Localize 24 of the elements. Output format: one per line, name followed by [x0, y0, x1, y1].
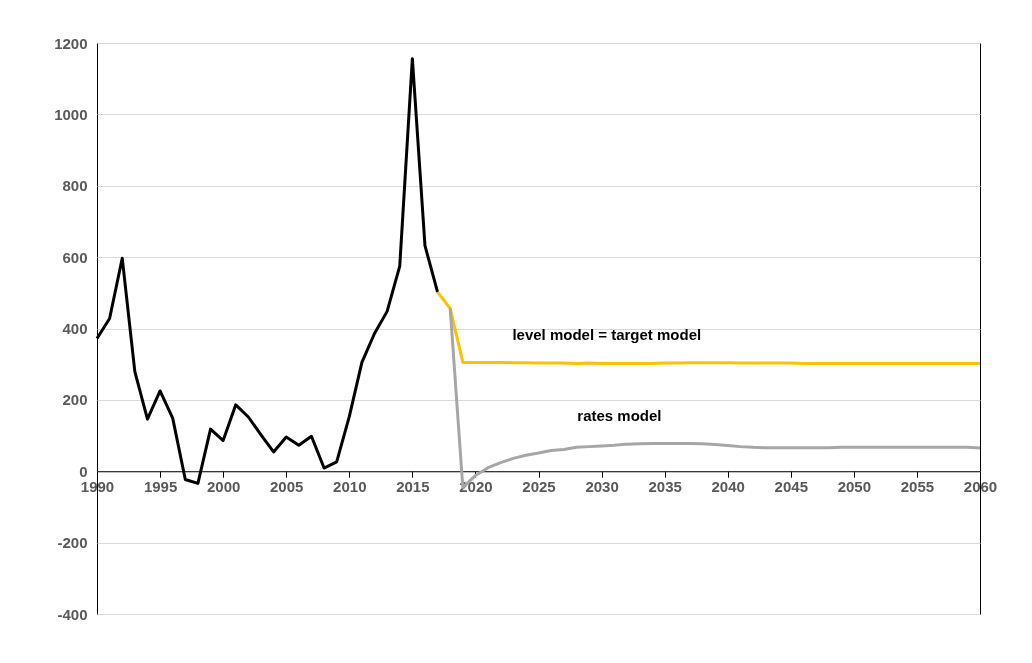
x-tick-label: 2050	[837, 477, 872, 495]
y-tick-label: 1000	[54, 105, 88, 123]
x-tick-label: 2045	[774, 477, 808, 495]
y-tick-label: 1200	[54, 34, 88, 52]
x-tick-label: 2025	[522, 477, 556, 495]
x-tick-label: 2035	[648, 477, 682, 495]
x-tick-label: 2010	[333, 477, 367, 495]
x-tick-label: 2055	[900, 477, 935, 495]
x-tick-label: 2030	[585, 477, 619, 495]
x-tick-label: 2040	[711, 477, 745, 495]
series-label: rates model	[577, 406, 662, 424]
x-tick-label: 2015	[396, 477, 430, 495]
x-tick-label: 2000	[206, 477, 241, 495]
line-series	[436, 290, 982, 365]
y-tick-label: 400	[62, 320, 88, 337]
x-tick-label: 2005	[270, 477, 304, 495]
y-tick-label: -400	[57, 605, 88, 623]
y-tick-label: -200	[57, 534, 88, 552]
y-tick-label: 0	[79, 462, 88, 480]
series-label: level model = target model	[512, 326, 702, 344]
x-tick-label: 1995	[143, 477, 178, 495]
y-tick-label: 200	[62, 391, 88, 409]
y-tick-label: 800	[62, 177, 88, 195]
y-tick-label: 600	[62, 248, 88, 266]
